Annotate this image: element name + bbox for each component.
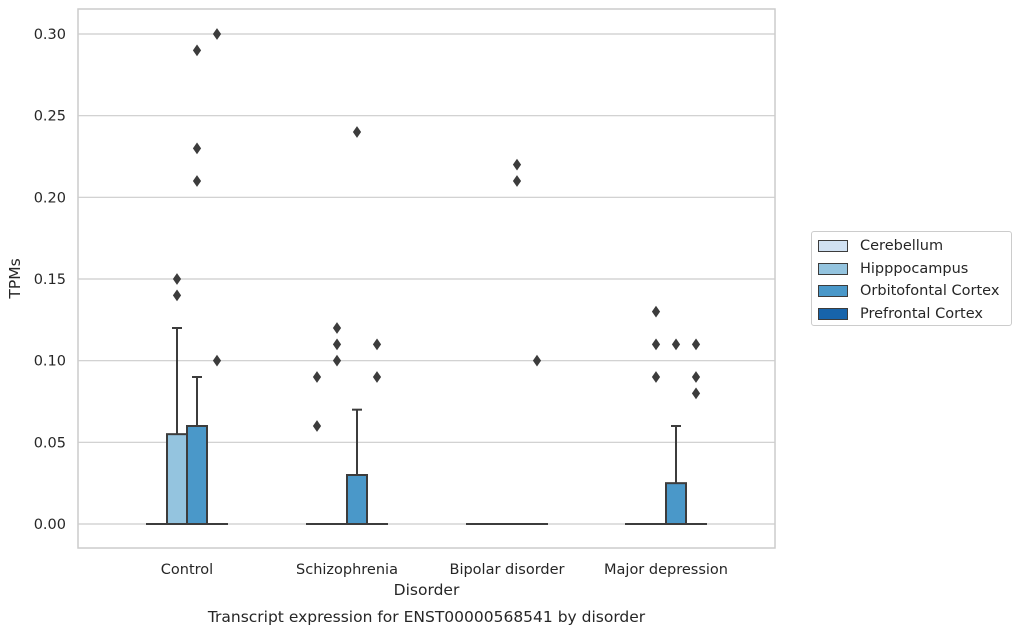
x-tick-label: Bipolar disorder [450, 562, 565, 578]
y-axis-label: TPMs [6, 258, 24, 299]
legend-label: Cerebellum [860, 238, 943, 254]
y-tick-label: 0.05 [34, 435, 66, 451]
legend-item: Hipppocampus [818, 259, 968, 279]
y-tick-label: 0.10 [34, 354, 66, 370]
legend-swatch [818, 285, 848, 297]
legend-label: Hipppocampus [860, 261, 968, 277]
legend-item: Orbitofontal Cortex [818, 281, 999, 301]
box [187, 426, 207, 524]
box [167, 434, 187, 524]
y-tick-label: 0.00 [34, 517, 66, 533]
legend-item: Cerebellum [818, 236, 943, 256]
legend-label: Orbitofontal Cortex [860, 283, 999, 299]
legend-swatch [818, 263, 848, 275]
box [347, 475, 367, 524]
y-tick-label: 0.30 [34, 27, 66, 43]
y-tick-label: 0.25 [34, 109, 66, 125]
legend-swatch [818, 308, 848, 320]
legend: Cerebellum Hipppocampus Orbitofontal Corte… [811, 231, 1012, 326]
y-tick-label: 0.15 [34, 272, 66, 288]
y-tick-label: 0.20 [34, 190, 66, 206]
box [666, 483, 686, 524]
x-axis-label: Disorder [394, 581, 460, 599]
x-tick-label: Major depression [604, 562, 728, 578]
legend-swatch [818, 240, 848, 252]
chart-title: Transcript expression for ENST0000056854… [207, 608, 646, 626]
x-tick-label: Control [161, 562, 213, 578]
legend-item: Prefrontal Cortex [818, 304, 983, 324]
legend-label: Prefrontal Cortex [860, 306, 983, 322]
x-tick-label: Schizophrenia [296, 562, 398, 578]
